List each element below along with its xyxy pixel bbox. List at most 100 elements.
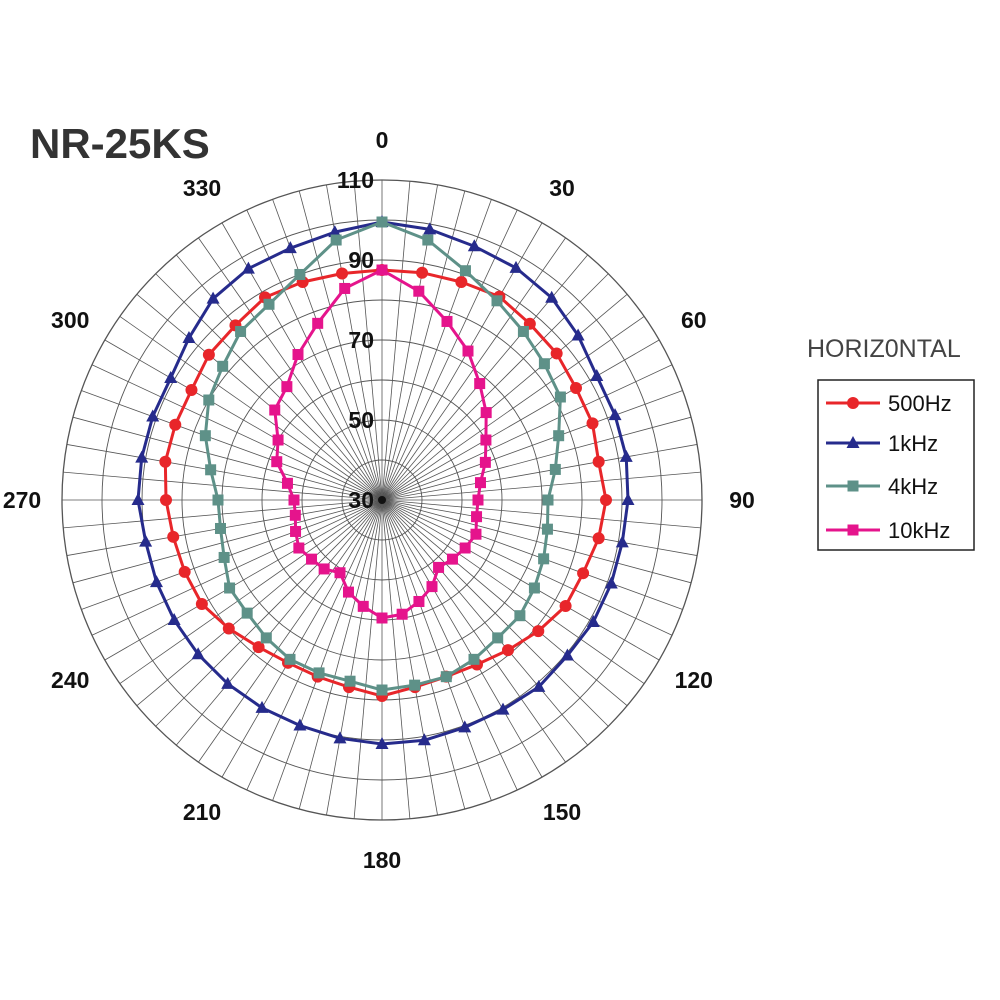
angle-tick-labels: 0 30 60 90 120 150 180 210 240 270 300 330	[3, 127, 755, 873]
data-point-1khz	[586, 615, 600, 627]
legend-label: 4kHz	[888, 474, 938, 499]
legend-label: 10kHz	[888, 518, 950, 543]
grid-spoke	[72, 499, 383, 584]
data-point-500hz	[532, 625, 545, 638]
grid-spoke	[381, 499, 411, 819]
grid-spoke	[353, 499, 383, 819]
grid-spoke	[326, 499, 383, 816]
data-point-1khz	[467, 239, 481, 252]
data-point-4khz	[538, 553, 550, 565]
data-point-1khz	[560, 648, 574, 661]
data-point-10khz	[339, 282, 351, 294]
data-point-1khz	[131, 493, 145, 505]
data-point-10khz	[312, 317, 324, 329]
data-point-500hz	[592, 532, 605, 545]
legend-box	[817, 379, 975, 551]
data-point-4khz	[541, 523, 553, 535]
data-point-10khz	[474, 477, 486, 489]
grid-spoke	[72, 416, 383, 501]
data-point-1khz	[619, 449, 633, 462]
data-point-1khz	[590, 369, 604, 381]
data-point-10khz	[357, 600, 369, 612]
data-point-4khz	[260, 632, 272, 644]
grid-spoke	[381, 499, 588, 746]
data-point-10khz	[290, 525, 302, 537]
data-point-10khz	[470, 528, 482, 540]
grid-spoke	[176, 499, 383, 746]
grid-spoke	[381, 181, 411, 501]
data-point-4khz	[528, 582, 540, 594]
data-point-4khz	[218, 551, 230, 563]
data-point-4khz	[212, 494, 224, 506]
data-point-500hz	[577, 567, 590, 580]
legend-title: HORIZ0NTAL	[807, 335, 961, 363]
data-point-4khz	[422, 234, 434, 246]
data-point-10khz	[472, 494, 484, 506]
grid-spoke	[381, 294, 628, 501]
data-point-10khz	[376, 612, 388, 624]
data-point-4khz	[294, 268, 306, 280]
data-point-500hz	[178, 565, 191, 578]
legend-marker	[847, 397, 859, 409]
data-point-4khz	[409, 679, 421, 691]
grid-spoke	[381, 499, 492, 801]
data-point-4khz	[224, 582, 236, 594]
grid-spoke	[91, 499, 383, 636]
data-point-1khz	[191, 647, 205, 660]
grid-spoke	[221, 499, 383, 778]
data-point-1khz	[241, 261, 255, 274]
data-point-4khz	[263, 298, 275, 310]
data-point-4khz	[330, 234, 342, 246]
data-point-1khz	[621, 493, 635, 505]
grid-spoke	[381, 499, 566, 763]
angle-label: 0	[376, 127, 389, 153]
radial-label: 50	[348, 407, 374, 433]
data-point-10khz	[318, 563, 330, 575]
data-point-10khz	[293, 542, 305, 554]
data-point-1khz	[333, 731, 347, 744]
data-point-500hz	[569, 382, 582, 394]
legend: HORIZ0NTAL 500Hz 1kHz 4kHz 10kHz	[807, 335, 975, 551]
data-point-4khz	[313, 667, 325, 679]
grid-spoke	[81, 390, 383, 501]
data-point-1khz	[283, 241, 297, 254]
grid-spoke	[176, 254, 383, 501]
data-point-10khz	[396, 608, 408, 620]
grid-spoke	[155, 273, 383, 501]
data-point-500hz	[167, 530, 180, 543]
grid-spoke	[381, 499, 466, 810]
grid-spoke	[353, 181, 383, 501]
data-point-4khz	[492, 632, 504, 644]
legend-item-500hz: 500Hz	[826, 391, 952, 416]
grid-spoke	[63, 471, 383, 501]
grid-spoke	[198, 237, 383, 501]
data-point-10khz	[462, 345, 474, 357]
data-point-1khz	[571, 328, 585, 341]
data-point-4khz	[553, 430, 565, 442]
data-point-500hz	[336, 267, 349, 280]
grid-spoke	[381, 499, 698, 556]
data-point-10khz	[342, 586, 354, 598]
data-point-4khz	[344, 675, 356, 687]
data-point-10khz	[272, 434, 284, 446]
radial-label: 70	[348, 327, 374, 353]
data-point-10khz	[479, 456, 491, 468]
data-point-500hz	[169, 418, 182, 431]
data-point-1khz	[206, 291, 220, 304]
data-point-1khz	[182, 331, 196, 344]
data-point-10khz	[271, 456, 283, 468]
grid-spoke	[381, 222, 543, 501]
data-point-4khz	[284, 653, 296, 665]
data-point-10khz	[281, 381, 293, 393]
data-point-4khz	[491, 295, 503, 307]
grid-spoke	[381, 499, 609, 727]
angle-label: 120	[675, 667, 713, 693]
grid-spoke	[198, 499, 383, 763]
data-point-10khz	[269, 404, 281, 416]
chart-title: NR-25KS	[30, 120, 210, 167]
data-point-1khz	[496, 702, 510, 715]
grid-spoke	[381, 499, 438, 816]
data-point-10khz	[471, 511, 483, 523]
data-point-1khz	[146, 409, 160, 422]
data-point-4khz	[376, 684, 388, 696]
